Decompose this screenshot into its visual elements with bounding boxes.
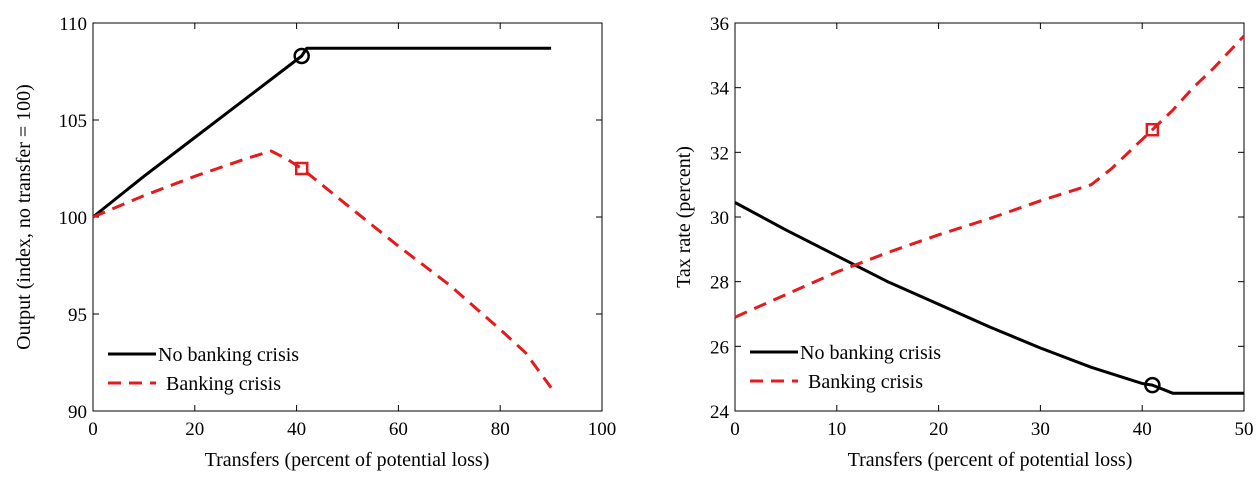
y-axis-label: Tax rate (percent) bbox=[673, 146, 695, 288]
y-tick-label: 100 bbox=[59, 208, 88, 229]
tax-rate-chart: 0 10 20 30 40 50 24 26 28 30 32 34 36 Transfers (per… bbox=[673, 14, 1254, 471]
legend-label-no-banking-crisis: No banking crisis bbox=[158, 344, 299, 366]
tick-labels: 0 20 40 60 80 100 90 95 100 105 110 bbox=[59, 14, 617, 440]
x-tick-label: 20 bbox=[929, 419, 948, 440]
y-tick-label: 26 bbox=[710, 337, 729, 358]
x-tick-label: 40 bbox=[287, 419, 306, 440]
x-axis-label: Transfers (percent of potential loss) bbox=[205, 449, 490, 471]
marker-no-banking-crisis bbox=[1144, 376, 1161, 394]
output-chart: 0 20 40 60 80 100 90 95 100 105 110 Transfers (per… bbox=[13, 14, 616, 471]
x-tick-label: 100 bbox=[588, 419, 617, 440]
y-tick-label: 30 bbox=[710, 208, 729, 229]
x-tick-label: 50 bbox=[1235, 419, 1254, 440]
marker-banking-crisis bbox=[1145, 122, 1160, 137]
y-tick-label: 34 bbox=[710, 79, 730, 100]
y-tick-label: 24 bbox=[710, 402, 730, 423]
x-tick-label: 80 bbox=[491, 419, 510, 440]
x-tick-label: 60 bbox=[389, 419, 408, 440]
y-tick-label: 110 bbox=[59, 14, 87, 35]
legend-label-no-banking-crisis: No banking crisis bbox=[800, 342, 941, 364]
marker-banking-crisis bbox=[294, 161, 309, 176]
y-tick-label: 36 bbox=[710, 14, 729, 35]
y-tick-label: 32 bbox=[710, 143, 729, 164]
x-tick-label: 40 bbox=[1133, 419, 1152, 440]
x-tick-label: 0 bbox=[730, 419, 740, 440]
series-line-no-banking-crisis bbox=[92, 46, 552, 219]
x-tick-label: 30 bbox=[1031, 419, 1050, 440]
series-markers bbox=[1144, 122, 1161, 394]
x-tick-label: 0 bbox=[88, 419, 98, 440]
series-line-banking-crisis bbox=[734, 34, 1246, 319]
legend-label-banking-crisis: Banking crisis bbox=[808, 371, 923, 393]
x-tick-label: 10 bbox=[827, 419, 846, 440]
series-markers bbox=[293, 47, 310, 176]
series-line-banking-crisis bbox=[92, 149, 553, 389]
marker-no-banking-crisis bbox=[293, 47, 310, 65]
y-tick-label: 105 bbox=[59, 111, 88, 132]
legend: No banking crisis Banking crisis bbox=[108, 344, 299, 395]
ticks bbox=[734, 22, 1245, 412]
y-tick-label: 28 bbox=[710, 273, 729, 294]
series-lines bbox=[92, 46, 553, 389]
series-line-no-banking-crisis bbox=[734, 201, 1244, 395]
y-tick-label: 95 bbox=[68, 305, 87, 326]
series-lines bbox=[734, 34, 1246, 395]
tick-labels: 0 10 20 30 40 50 24 26 28 30 32 34 36 bbox=[710, 14, 1254, 440]
x-axis-label: Transfers (percent of potential loss) bbox=[848, 449, 1133, 471]
legend: No banking crisis Banking crisis bbox=[750, 342, 941, 393]
y-axis-label: Output (index, no transfer = 100) bbox=[13, 84, 35, 350]
x-tick-label: 20 bbox=[185, 419, 204, 440]
y-tick-label: 90 bbox=[68, 402, 87, 423]
legend-label-banking-crisis: Banking crisis bbox=[166, 373, 281, 395]
